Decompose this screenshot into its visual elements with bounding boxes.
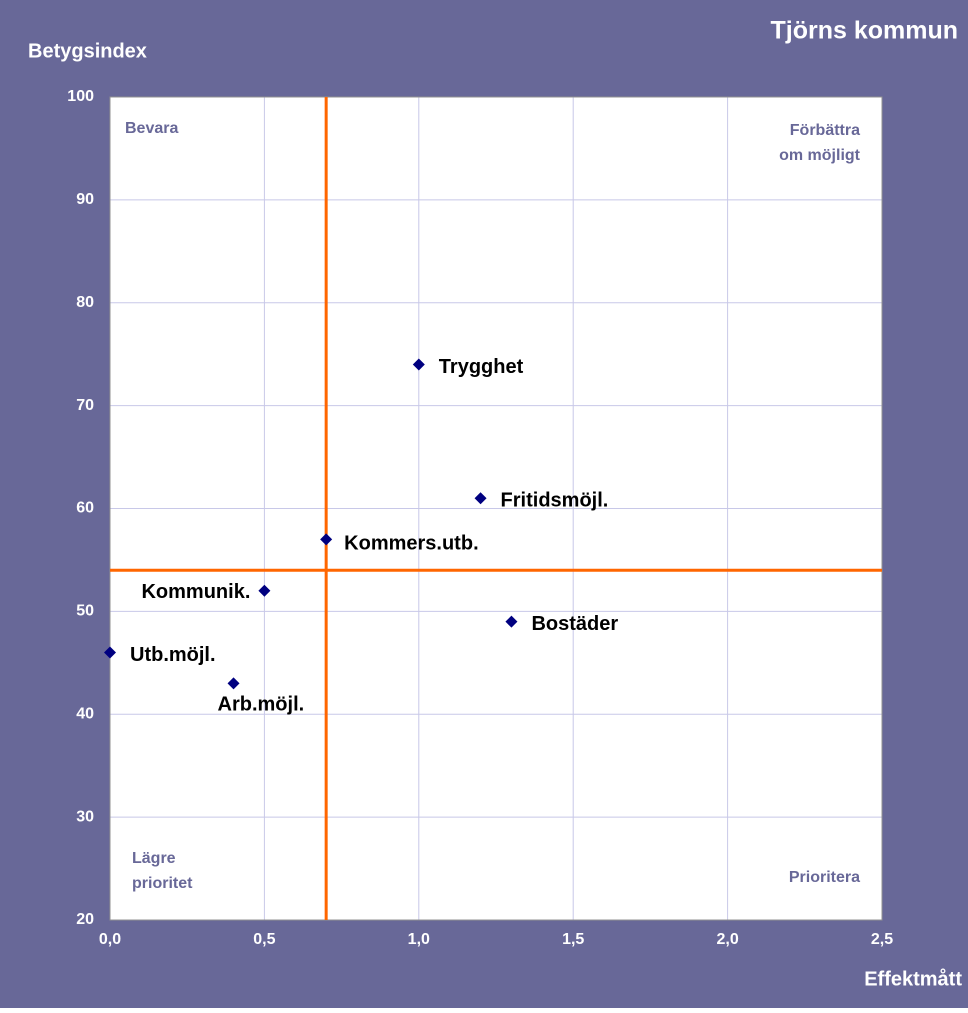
point-label: Utb.möjl. <box>130 644 216 666</box>
point-label: Trygghet <box>439 356 524 378</box>
y-tick-label: 70 <box>76 397 94 414</box>
quadrant-label: Förbättra <box>790 122 860 139</box>
point <box>104 646 116 659</box>
y-tick-label: 60 <box>76 500 94 517</box>
quadrant-label: prioritet <box>132 875 193 892</box>
x-tick-label: 2,5 <box>871 931 893 948</box>
y-tick-label: 80 <box>76 294 94 311</box>
y-tick-label: 50 <box>76 603 94 620</box>
point-label: Fritidsmöjl. <box>501 489 609 511</box>
x-axis-label: Effektmått <box>864 967 962 990</box>
point <box>227 677 240 690</box>
quadrant-label: Lägre <box>132 850 176 867</box>
y-axis-label: Betygsindex <box>28 40 147 62</box>
y-tick-label: 100 <box>67 88 94 105</box>
y-tick-label: 90 <box>76 191 94 208</box>
point <box>412 358 425 371</box>
point-label: Kommunik. <box>141 581 250 603</box>
point-label: Bostäder <box>531 613 618 635</box>
point-label: Arb.möjl. <box>218 694 305 716</box>
y-tick-label: 20 <box>76 911 94 928</box>
point <box>258 584 271 597</box>
y-tick-label: 40 <box>76 705 94 722</box>
x-tick-label: 0,0 <box>99 931 121 948</box>
x-tick-label: 1,5 <box>562 931 584 948</box>
y-tick-label: 30 <box>76 808 94 825</box>
quadrant-label: Bevara <box>125 120 178 137</box>
point <box>505 615 518 628</box>
point <box>320 533 333 546</box>
point-label: Kommers.utb. <box>344 533 478 555</box>
chart-title: Tjörns kommun <box>770 17 958 45</box>
quadrant-label: om möjligt <box>779 147 861 164</box>
quadrant-label: Prioritera <box>789 869 860 886</box>
x-tick-label: 2,0 <box>716 931 738 948</box>
x-tick-label: 0,5 <box>253 931 275 948</box>
x-tick-label: 1,0 <box>408 931 430 948</box>
plot-border <box>109 96 883 921</box>
point <box>474 492 487 505</box>
